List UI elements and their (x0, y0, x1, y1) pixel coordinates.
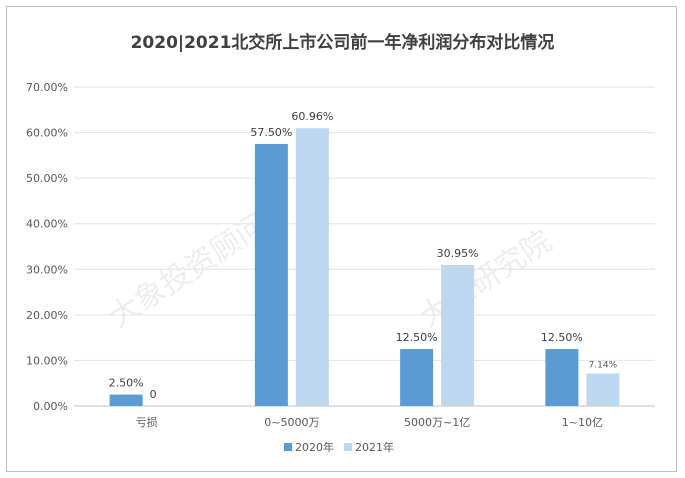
data-label: 7.14% (589, 360, 618, 370)
legend-label: 2020年 (295, 440, 334, 454)
legend-swatch (344, 443, 352, 451)
y-tick-label: 0.00% (33, 400, 68, 413)
legend: 2020年 2021年 (284, 440, 394, 454)
legend-swatch (284, 443, 292, 451)
bar (400, 349, 434, 406)
x-category-label: 0~5000万 (264, 416, 319, 429)
y-tick-label: 20.00% (26, 309, 68, 322)
data-label: 30.95% (437, 247, 479, 260)
x-category-label: 1~10亿 (562, 416, 603, 429)
bars: 2.50% 0 57.50% 60.96% 12.50% 30.95% 12.50% 7.14… (109, 110, 620, 406)
bar (441, 264, 475, 406)
watermark-layer: 大象投资顾问 大象研究院 (103, 207, 558, 334)
data-label: 12.50% (396, 331, 438, 344)
bar (586, 373, 620, 406)
x-category-label: 5000万~1亿 (404, 416, 470, 429)
y-tick-label: 40.00% (26, 218, 68, 231)
y-tick-label: 10.00% (26, 354, 68, 367)
y-axis-ticks: 0.00% 10.00% 20.00% 30.00% 40.00% 50.00% 60.00… (26, 81, 68, 413)
x-axis-categories: 亏损 0~5000万 5000万~1亿 1~10亿 (136, 415, 603, 429)
data-label: 0 (150, 388, 157, 401)
legend-label: 2021年 (355, 440, 394, 454)
data-label: 12.50% (541, 331, 583, 344)
data-label: 57.50% (250, 126, 292, 139)
y-tick-label: 50.00% (26, 172, 68, 185)
y-tick-label: 30.00% (26, 263, 68, 276)
chart-title: 2020|2021北交所上市公司前一年净利润分布对比情况 (130, 33, 555, 53)
watermark-text-1: 大象投资顾问 (103, 207, 273, 334)
watermark-text-2: 大象研究院 (413, 224, 558, 335)
bar (545, 349, 579, 406)
data-label: 2.50% (109, 377, 144, 390)
x-category-label: 亏损 (136, 415, 158, 429)
y-tick-label: 60.00% (26, 127, 68, 140)
y-tick-label: 70.00% (26, 81, 68, 94)
bar (109, 394, 143, 406)
bar (295, 128, 329, 406)
data-label: 60.96% (291, 110, 333, 123)
grid-lines (74, 86, 655, 407)
bar (254, 143, 288, 406)
